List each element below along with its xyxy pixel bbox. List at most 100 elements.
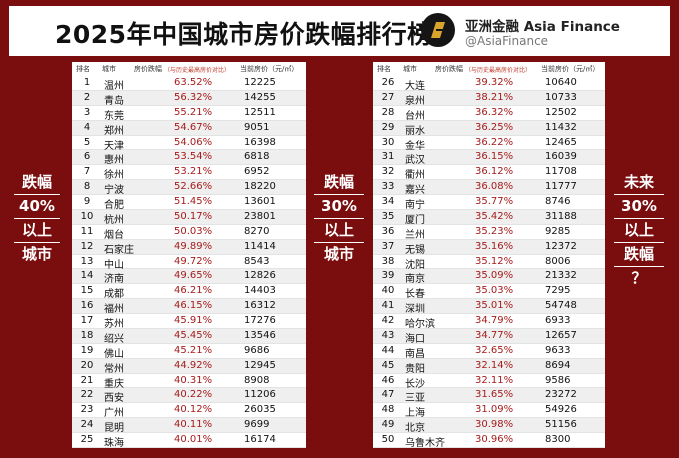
drop-cell: 55.21% xyxy=(174,106,213,118)
table-row: 27 泉州 38.21% 10733 xyxy=(373,90,605,107)
rank-cell: 10 xyxy=(80,210,94,222)
price-cell: 8300 xyxy=(545,434,571,445)
drop-cell: 51.45% xyxy=(174,196,213,207)
city-cell: 南宁 xyxy=(405,200,425,211)
side-label-line: 以上 xyxy=(14,219,60,243)
rank-cell: 48 xyxy=(381,404,395,416)
table-row: 42 哈尔滨 34.79% 6933 xyxy=(373,314,605,330)
drop-cell: 35.03% xyxy=(475,285,514,297)
table-row: 37 无锡 35.16% 12372 xyxy=(373,239,605,256)
rank-cell: 46 xyxy=(381,374,395,386)
table-row: 36 兰州 35.23% 9285 xyxy=(373,225,605,241)
drop-cell: 40.01% xyxy=(174,434,213,445)
table-row: 19 佛山 45.21% 9686 xyxy=(72,344,306,360)
brand-handle: @AsiaFinance xyxy=(465,34,549,48)
rank-cell: 36 xyxy=(381,225,395,237)
header-note: （与历史最高房价对比） xyxy=(465,67,532,74)
rank-cell: 44 xyxy=(381,344,395,356)
side-label-line: 跌幅 xyxy=(14,171,60,195)
table-row: 11 烟台 50.03% 8270 xyxy=(72,225,306,241)
drop-cell: 50.17% xyxy=(174,210,213,222)
price-cell: 7295 xyxy=(545,285,571,297)
rank-cell: 47 xyxy=(381,389,395,401)
price-cell: 54748 xyxy=(545,300,577,312)
table-rows: 26 大连 39.32% 10640 27 泉州 38.21% 10733 28 台州 36.32%… xyxy=(373,76,605,449)
rank-cell: 42 xyxy=(381,315,395,326)
price-cell: 16174 xyxy=(244,434,276,445)
rank-cell: 43 xyxy=(381,329,395,341)
price-cell: 21332 xyxy=(545,270,577,282)
drop-cell: 46.21% xyxy=(174,285,213,297)
city-cell: 惠州 xyxy=(104,155,124,167)
side-label-line: 30% xyxy=(614,195,664,219)
price-cell: 11414 xyxy=(244,240,276,252)
rank-cell: 35 xyxy=(381,210,395,222)
table-row: 1 温州 63.52% 12225 xyxy=(72,76,306,92)
drop-cell: 36.08% xyxy=(475,181,514,193)
drop-cell: 38.21% xyxy=(475,91,514,103)
city-cell: 石家庄 xyxy=(104,244,134,256)
drop-cell: 40.11% xyxy=(174,419,213,431)
table-row: 46 长沙 32.11% 9586 xyxy=(373,374,605,390)
city-cell: 深圳 xyxy=(405,304,425,316)
table-row: 39 南京 35.09% 21332 xyxy=(373,269,605,285)
city-cell: 沈阳 xyxy=(405,259,425,271)
drop-cell: 40.12% xyxy=(174,404,213,416)
table-row: 30 金华 36.22% 12465 xyxy=(373,136,605,152)
city-cell: 济南 xyxy=(104,274,124,286)
side-label-line: 城市 xyxy=(21,245,52,263)
table-row: 15 成都 46.21% 14403 xyxy=(72,284,306,300)
side-label-line: 跌幅 xyxy=(614,243,664,267)
rank-cell: 11 xyxy=(80,225,94,237)
side-label-line: 城市 xyxy=(323,245,354,263)
price-cell: 12465 xyxy=(545,136,577,148)
table-row: 41 深圳 35.01% 54748 xyxy=(373,299,605,316)
price-cell: 12657 xyxy=(545,329,577,341)
drop-cell: 35.09% xyxy=(475,270,514,282)
table-row: 35 厦门 35.42% 31188 xyxy=(373,209,605,226)
table-row: 9 合肥 51.45% 13601 xyxy=(72,195,306,211)
table-row: 20 常州 44.92% 12945 xyxy=(72,358,306,375)
price-cell: 6933 xyxy=(545,315,571,326)
drop-cell: 49.72% xyxy=(174,255,213,267)
price-cell: 13546 xyxy=(244,329,276,341)
rank-cell: 33 xyxy=(381,181,395,193)
rank-cell: 40 xyxy=(381,285,395,297)
table-row: 31 武汉 36.15% 16039 xyxy=(373,150,605,167)
rank-cell: 34 xyxy=(381,196,395,207)
drop-cell: 36.15% xyxy=(475,151,514,163)
drop-cell: 36.25% xyxy=(475,121,514,133)
table-row: 43 海口 34.77% 12657 xyxy=(373,328,605,345)
side-label-line: 未来 xyxy=(614,171,664,195)
table-row: 16 福州 46.15% 16312 xyxy=(72,299,306,315)
drop-cell: 35.42% xyxy=(475,210,514,222)
price-cell: 8270 xyxy=(244,225,270,237)
city-cell: 丽水 xyxy=(405,125,425,137)
city-cell: 常州 xyxy=(104,363,124,375)
city-cell: 武汉 xyxy=(405,155,425,167)
side-label-line: ？ xyxy=(631,269,647,287)
rank-cell: 16 xyxy=(80,300,94,312)
table-row: 38 沈阳 35.12% 8006 xyxy=(373,255,605,271)
city-cell: 嘉兴 xyxy=(405,185,425,197)
city-cell: 东莞 xyxy=(104,110,124,122)
price-cell: 13601 xyxy=(244,196,276,207)
price-cell: 6952 xyxy=(244,166,270,178)
table-row: 32 衢州 36.12% 11708 xyxy=(373,165,605,181)
price-cell: 23272 xyxy=(545,389,577,401)
rank-cell: 14 xyxy=(80,270,94,282)
rank-cell: 24 xyxy=(80,419,94,431)
table-row: 29 丽水 36.25% 11432 xyxy=(373,120,605,137)
drop-cell: 53.21% xyxy=(174,166,213,178)
city-cell: 徐州 xyxy=(104,170,124,182)
rank-cell: 7 xyxy=(83,166,91,178)
city-cell: 佛山 xyxy=(104,348,124,360)
table-row: 22 西安 40.22% 11206 xyxy=(72,388,306,404)
price-cell: 9699 xyxy=(244,419,270,431)
price-cell: 12826 xyxy=(244,270,276,282)
price-cell: 51156 xyxy=(545,419,577,431)
price-cell: 6818 xyxy=(244,151,270,163)
rank-cell: 39 xyxy=(381,270,395,282)
header-rank: 排名 xyxy=(377,65,391,73)
city-cell: 上海 xyxy=(405,408,425,420)
